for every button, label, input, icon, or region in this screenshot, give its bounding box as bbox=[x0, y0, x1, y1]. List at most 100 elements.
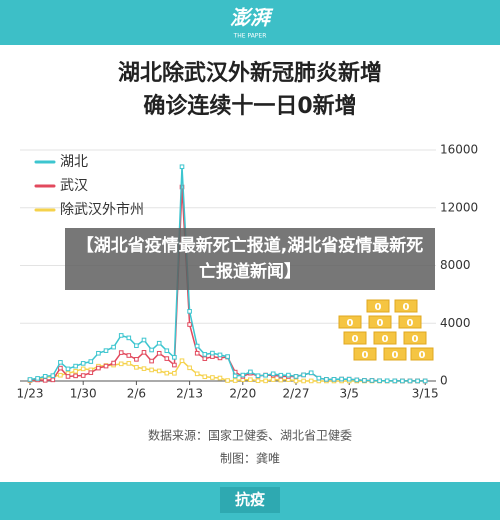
zero-block-label: 0 bbox=[377, 318, 384, 329]
point bbox=[301, 372, 306, 378]
point bbox=[263, 378, 268, 384]
source: 数据来源：国家卫健委、湖北省卫健委 bbox=[148, 428, 352, 443]
point bbox=[346, 376, 352, 382]
point bbox=[156, 340, 162, 346]
point bbox=[65, 366, 71, 372]
zero-block-label: 0 bbox=[347, 318, 354, 329]
legend-label: 武汉 bbox=[60, 178, 88, 194]
point bbox=[134, 365, 139, 370]
point bbox=[255, 373, 261, 379]
point bbox=[149, 358, 154, 364]
point bbox=[118, 350, 124, 355]
point bbox=[126, 335, 132, 341]
x-tick-label: 3/15 bbox=[412, 387, 439, 401]
point bbox=[187, 365, 192, 371]
point bbox=[156, 368, 162, 374]
point bbox=[293, 374, 299, 379]
point bbox=[126, 361, 132, 366]
y-tick-label: 8000 bbox=[440, 258, 471, 272]
zero-block bbox=[373, 331, 397, 345]
chart-title: 湖北除武汉外新冠肺炎新增 bbox=[118, 60, 382, 86]
point bbox=[301, 378, 306, 384]
y-tick-label: 16000 bbox=[440, 143, 478, 157]
point bbox=[187, 309, 192, 314]
point bbox=[362, 378, 367, 383]
x-tick-label: 2/13 bbox=[176, 387, 203, 401]
point bbox=[149, 347, 154, 353]
point bbox=[331, 377, 337, 382]
zero-block bbox=[338, 315, 362, 329]
point bbox=[50, 377, 56, 383]
point bbox=[202, 374, 208, 380]
point bbox=[126, 353, 132, 358]
zero-block-label: 0 bbox=[375, 302, 382, 313]
point bbox=[232, 373, 238, 379]
x-tick-label: 2/20 bbox=[229, 387, 256, 401]
point bbox=[293, 378, 299, 384]
zero-block-label: 0 bbox=[352, 334, 359, 345]
point bbox=[225, 354, 230, 359]
point bbox=[248, 369, 253, 375]
point bbox=[263, 372, 268, 378]
point bbox=[42, 374, 48, 379]
legend-label: 湖北 bbox=[60, 154, 88, 170]
point bbox=[156, 350, 162, 356]
point bbox=[194, 371, 200, 377]
point bbox=[88, 359, 94, 364]
point bbox=[179, 164, 185, 170]
point bbox=[384, 378, 390, 384]
point bbox=[278, 377, 284, 383]
point bbox=[194, 343, 200, 349]
zero-block bbox=[410, 347, 434, 361]
footer-box bbox=[220, 487, 280, 513]
logo-sub: THE PAPER bbox=[233, 33, 267, 40]
footer-label: 抗疫 bbox=[235, 491, 265, 509]
point bbox=[210, 375, 215, 380]
point bbox=[73, 368, 78, 374]
zero-block-label: 0 bbox=[382, 334, 389, 345]
point bbox=[58, 365, 63, 371]
point bbox=[88, 370, 94, 375]
zero-block bbox=[398, 315, 422, 329]
point bbox=[308, 378, 314, 384]
zero-block-label: 0 bbox=[392, 350, 399, 361]
zero-block bbox=[403, 331, 427, 345]
point bbox=[240, 372, 246, 378]
point bbox=[172, 370, 177, 376]
zero-block-label: 0 bbox=[407, 318, 414, 329]
point bbox=[164, 348, 170, 354]
point bbox=[149, 367, 154, 373]
zero-block bbox=[383, 347, 407, 361]
point bbox=[210, 350, 215, 356]
credit: 制图：龚唯 bbox=[220, 451, 280, 466]
zero-block-label: 0 bbox=[412, 334, 419, 345]
x-tick-label: 1/23 bbox=[17, 387, 44, 401]
point bbox=[400, 378, 405, 384]
point bbox=[316, 375, 322, 381]
point bbox=[58, 372, 63, 378]
point bbox=[164, 356, 170, 361]
chart-title: 确诊连续十一日0新增 bbox=[143, 93, 356, 119]
x-tick-label: 2/6 bbox=[127, 387, 146, 401]
point bbox=[255, 378, 261, 384]
point bbox=[96, 350, 101, 356]
point bbox=[96, 365, 101, 371]
point bbox=[270, 377, 276, 382]
point bbox=[164, 370, 170, 376]
point bbox=[172, 362, 177, 368]
point bbox=[118, 333, 124, 338]
logo: 澎湃 bbox=[230, 6, 274, 30]
point bbox=[225, 378, 230, 383]
point bbox=[354, 377, 360, 383]
point bbox=[278, 372, 284, 378]
x-tick-label: 2/27 bbox=[283, 387, 310, 401]
point bbox=[73, 363, 78, 369]
point bbox=[118, 361, 124, 367]
zero-block bbox=[353, 347, 377, 361]
point bbox=[111, 360, 116, 366]
y-tick-label: 4000 bbox=[440, 316, 471, 330]
y-tick-label: 0 bbox=[440, 374, 448, 388]
point bbox=[324, 377, 329, 382]
x-tick-label: 3/5 bbox=[340, 387, 359, 401]
